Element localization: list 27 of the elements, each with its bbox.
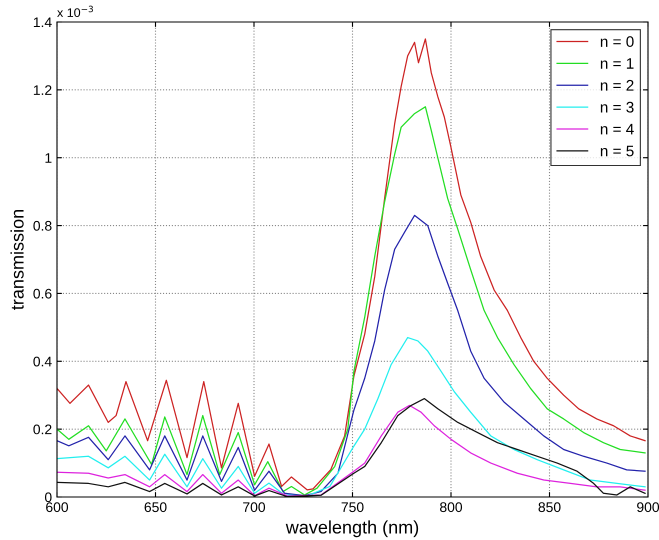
legend-label: n = 1	[600, 58, 634, 69]
legend-label: n = 5	[600, 146, 634, 156]
y-tick-label: 1	[45, 153, 52, 163]
y-tick-label: 1.4	[34, 17, 52, 28]
legend-label: n = 3	[600, 102, 634, 113]
x-tick-label: 800	[440, 502, 462, 512]
x-tick-label: 900	[637, 502, 659, 512]
x-tick-label: 600	[46, 502, 68, 512]
legend-label: n = 2	[600, 80, 634, 91]
y-tick-label: 1.2	[34, 85, 52, 95]
y-tick-label: 0.2	[33, 424, 52, 434]
text: x 10$^{−3}$	[57, 6, 93, 18]
y-axis-title: transmission	[10, 210, 24, 310]
x-tick-label: 850	[538, 502, 561, 512]
y-tick-label: 0.6	[33, 288, 52, 299]
legend-label: n = 0	[600, 36, 634, 47]
y-tick-label: 0	[44, 492, 52, 502]
legend-label: n = 4	[600, 124, 634, 134]
x-tick-label: 750	[342, 502, 364, 512]
y-tick-label: 0.8	[33, 220, 52, 231]
x-tick-label: 700	[243, 502, 266, 512]
line-series	[57, 38, 646, 490]
x-axis-title: wavelength (nm)	[286, 520, 418, 538]
x-tick-label: 650	[144, 502, 167, 512]
line-series	[57, 214, 646, 496]
y-tick-label: 0.4	[33, 356, 52, 366]
line-series	[57, 336, 646, 497]
